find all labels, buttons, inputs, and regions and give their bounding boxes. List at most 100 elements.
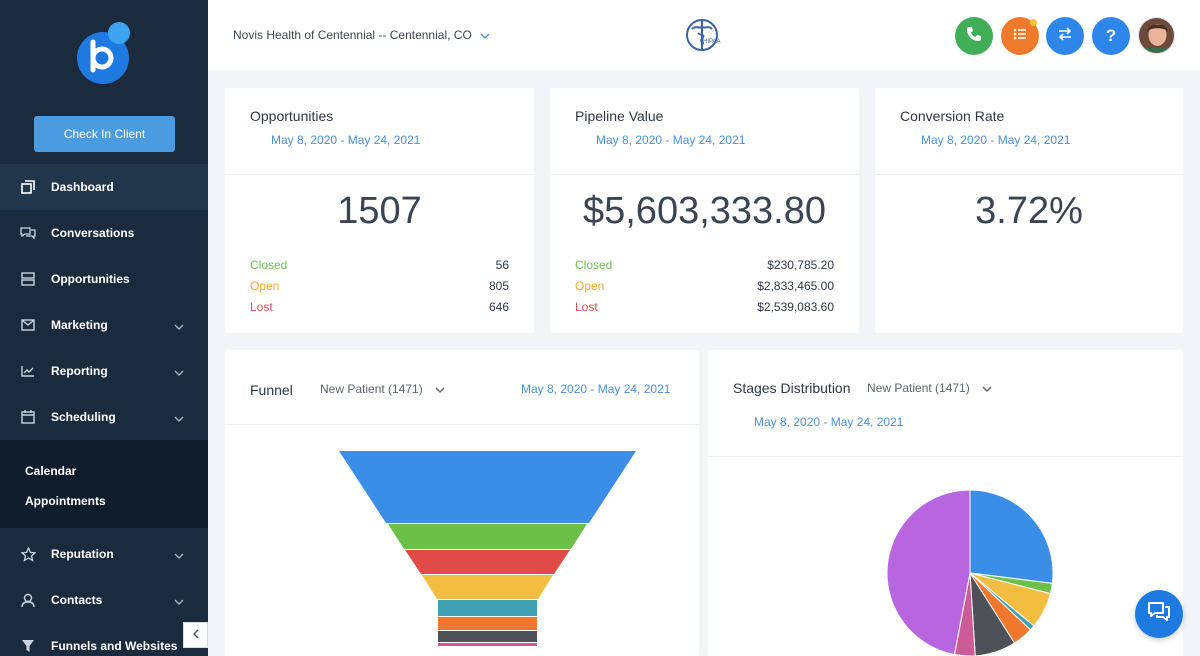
stat-label: Closed <box>575 258 613 272</box>
top-header: Novis Health of Centennial -- Centennial… <box>208 0 1200 70</box>
stat-label: Lost <box>575 300 598 314</box>
stages-distribution-panel: Stages Distribution New Patient (1471) M… <box>708 350 1183 656</box>
sidebar-item-marketing[interactable]: Marketing <box>0 302 208 348</box>
stat-row-closed: Closed $230,785.20 <box>575 258 834 278</box>
stat-value: $230,785.20 <box>767 258 834 272</box>
card-title: Pipeline Value <box>575 108 664 124</box>
sidebar: Check In Client Dashboard Conversations … <box>0 0 208 656</box>
divider <box>225 424 699 425</box>
sidebar-item-opportunities[interactable]: Opportunities <box>0 256 208 302</box>
chevron-down-icon <box>174 411 184 425</box>
stat-label: Open <box>250 279 280 293</box>
pipeline-value-card: Pipeline Value May 8, 2020 - May 24, 202… <box>550 88 859 333</box>
svg-text:HIPAA: HIPAA <box>703 39 721 45</box>
pipeline-dropdown[interactable]: New Patient (1471) <box>867 381 992 395</box>
sidebar-item-label: Scheduling <box>51 410 116 424</box>
funnel-stage[interactable] <box>388 524 587 549</box>
avatar[interactable] <box>1138 17 1175 54</box>
funnel-stage[interactable] <box>438 643 537 646</box>
date-range-link[interactable]: May 8, 2020 - May 24, 2021 <box>271 133 421 147</box>
funnel-stage[interactable] <box>438 600 537 616</box>
conversion-rate-value: 3.72% <box>975 190 1083 232</box>
chat-icon <box>20 225 36 241</box>
panel-title: Funnel <box>250 382 293 398</box>
app-logo[interactable] <box>76 20 136 86</box>
phone-button[interactable] <box>955 17 993 55</box>
chevron-down-icon <box>174 319 184 333</box>
layers-icon <box>20 271 36 287</box>
pie-slice[interactable] <box>886 489 971 656</box>
sidebar-item-dashboard[interactable]: Dashboard <box>0 164 208 210</box>
card-title: Conversion Rate <box>900 108 1005 124</box>
sidebar-subitem-appointments[interactable]: Appointments <box>25 494 106 508</box>
funnel-stage[interactable] <box>422 575 553 599</box>
date-range-link[interactable]: May 8, 2020 - May 24, 2021 <box>754 415 904 429</box>
sidebar-item-conversations[interactable]: Conversations <box>0 210 208 256</box>
chat-bubbles-icon <box>1146 600 1172 629</box>
sidebar-item-funnels-and-websites[interactable]: Funnels and Websites <box>0 623 208 656</box>
sidebar-subitem-calendar[interactable]: Calendar <box>25 464 77 478</box>
tasks-button[interactable] <box>1001 17 1039 55</box>
sidebar-item-contacts[interactable]: Contacts <box>0 577 208 623</box>
chevron-down-icon <box>174 594 184 608</box>
switch-button[interactable] <box>1046 17 1084 55</box>
opportunities-card: Opportunities May 8, 2020 - May 24, 2021… <box>225 88 534 333</box>
dropdown-value: New Patient (1471) <box>867 381 970 395</box>
funnel-stage[interactable] <box>339 451 636 523</box>
stat-value: $2,539,083.60 <box>757 300 834 314</box>
sidebar-nav: Dashboard Conversations Opportunities Ma… <box>0 164 208 528</box>
location-name: Novis Health of Centennial -- Centennial… <box>233 28 472 42</box>
dropdown-value: New Patient (1471) <box>320 382 423 396</box>
sidebar-item-label: Conversations <box>51 226 135 240</box>
stat-value: 805 <box>488 279 509 293</box>
stat-row-lost: Lost 646 <box>250 300 509 320</box>
funnel-stage[interactable] <box>405 550 570 574</box>
card-title: Opportunities <box>250 108 334 124</box>
opportunities-total: 1507 <box>337 190 422 232</box>
stat-value: $2,833,465.00 <box>757 279 834 293</box>
divider <box>708 456 1183 457</box>
copy-icon <box>20 179 36 195</box>
funnel-stage[interactable] <box>438 631 537 642</box>
location-selector[interactable]: Novis Health of Centennial -- Centennial… <box>233 28 490 42</box>
funnel-stage[interactable] <box>438 617 537 630</box>
sidebar-item-label: Marketing <box>51 318 108 332</box>
sidebar-collapse-button[interactable] <box>183 622 208 648</box>
sidebar-item-label: Dashboard <box>51 180 114 194</box>
mail-icon <box>20 317 36 333</box>
sidebar-item-label: Contacts <box>51 593 103 607</box>
stat-label: Open <box>575 279 605 293</box>
conversion-rate-card: Conversion Rate May 8, 2020 - May 24, 20… <box>875 88 1183 333</box>
phone-icon <box>966 26 982 47</box>
stat-row-lost: Lost $2,539,083.60 <box>575 300 834 320</box>
pipeline-total: $5,603,333.80 <box>582 190 826 232</box>
sidebar-item-scheduling[interactable]: Scheduling <box>0 394 208 440</box>
stat-row-closed: Closed 56 <box>250 258 509 278</box>
sidebar-item-label: Opportunities <box>51 272 130 286</box>
sidebar-item-reputation[interactable]: Reputation <box>0 531 208 577</box>
pipeline-dropdown[interactable]: New Patient (1471) <box>320 382 445 396</box>
date-range-link[interactable]: May 8, 2020 - May 24, 2021 <box>521 382 671 396</box>
person-icon <box>20 592 36 608</box>
chevron-down-icon <box>174 548 184 562</box>
list-icon <box>1013 27 1027 45</box>
date-range-link[interactable]: May 8, 2020 - May 24, 2021 <box>921 133 1071 147</box>
pie-slice[interactable] <box>969 489 1054 584</box>
check-in-client-button[interactable]: Check In Client <box>34 116 175 152</box>
stat-value: 56 <box>495 258 509 272</box>
sidebar-item-label: Reputation <box>51 547 114 561</box>
calendar-icon <box>20 409 36 425</box>
panel-title: Stages Distribution <box>733 380 851 396</box>
funnel-icon <box>20 638 36 654</box>
divider <box>225 174 534 175</box>
help-button[interactable]: ? <box>1092 17 1130 55</box>
sidebar-nav-bottom: Reputation Contacts Funnels and Websites <box>0 531 208 656</box>
divider <box>550 174 859 175</box>
chevron-down-icon <box>982 381 992 395</box>
sidebar-item-reporting[interactable]: Reporting <box>0 348 208 394</box>
chevron-down-icon <box>174 365 184 379</box>
chat-widget-button[interactable] <box>1135 590 1183 638</box>
date-range-link[interactable]: May 8, 2020 - May 24, 2021 <box>596 133 746 147</box>
hipaa-badge: HIPAA <box>686 17 726 53</box>
swap-arrows-icon <box>1057 26 1073 46</box>
